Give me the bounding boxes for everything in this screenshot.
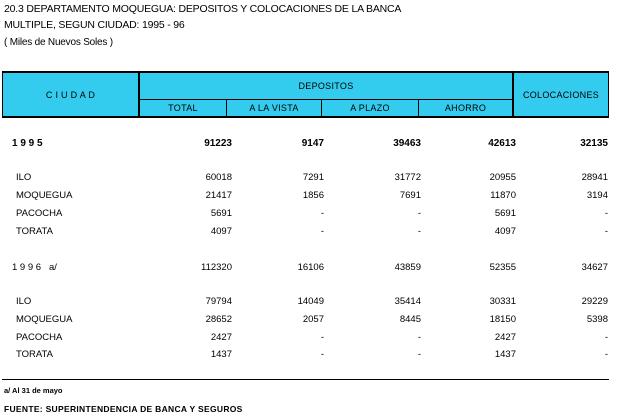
table-row: PACOCHA 5691 - - 5691 - xyxy=(0,208,631,223)
cell-total: 2427 xyxy=(210,332,232,343)
table-header: C I U D A D DEPOSITOS TOTAL A LA VISTA A… xyxy=(2,71,609,118)
cell-ahorro: 52355 xyxy=(489,262,516,273)
cell-ahorro: 42613 xyxy=(488,138,516,149)
row-label: ILO xyxy=(16,296,32,307)
cell-colocaciones: - xyxy=(604,332,608,343)
cell-colocaciones: 32135 xyxy=(580,138,608,149)
table-row-1996: 1 9 9 6 a/ 112320 16106 43859 52355 3462… xyxy=(0,262,631,277)
cell-a-plazo: - xyxy=(417,349,421,360)
cell-total: 60018 xyxy=(205,172,232,183)
cell-a-plazo: 31772 xyxy=(394,172,421,183)
row-label: MOQUEGUA xyxy=(16,190,73,201)
cell-ahorro: 30331 xyxy=(489,296,516,307)
cell-a-la-vista: - xyxy=(320,349,324,360)
cell-a-plazo: - xyxy=(417,332,421,343)
cell-total: 79794 xyxy=(205,296,232,307)
cell-colocaciones: 3194 xyxy=(586,190,608,201)
cell-colocaciones: - xyxy=(604,349,608,360)
cell-a-plazo: 39463 xyxy=(393,138,421,149)
cell-ahorro: 5691 xyxy=(494,208,516,219)
row-label: 1 9 9 5 xyxy=(12,138,43,149)
cell-a-la-vista: 7291 xyxy=(302,172,324,183)
header-a-la-vista: A LA VISTA xyxy=(226,100,322,117)
cell-total: 28652 xyxy=(205,314,232,325)
cell-colocaciones: 29229 xyxy=(581,296,608,307)
table-row: ILO 60018 7291 31772 20955 28941 xyxy=(0,172,631,187)
cell-total: 1437 xyxy=(210,349,232,360)
table-row: MOQUEGUA 28652 2057 8445 18150 5398 xyxy=(0,314,631,329)
cell-ahorro: 4097 xyxy=(494,226,516,237)
header-ahorro: AHORRO xyxy=(418,100,513,117)
cell-a-la-vista: 9147 xyxy=(301,138,324,149)
bottom-rule xyxy=(2,379,609,380)
cell-total: 91223 xyxy=(204,138,232,149)
table-row: ILO 79794 14049 35414 30331 29229 xyxy=(0,296,631,311)
header-depositos: DEPOSITOS xyxy=(139,72,513,100)
row-label: TORATA xyxy=(16,226,53,237)
cell-a-plazo: 35414 xyxy=(394,296,421,307)
table-row: TORATA 4097 - - 4097 - xyxy=(0,226,631,241)
cell-ahorro: 20955 xyxy=(489,172,516,183)
cell-colocaciones: - xyxy=(604,226,608,237)
row-label: 1 9 9 6 a/ xyxy=(12,262,57,273)
table-row: PACOCHA 2427 - - 2427 - xyxy=(0,332,631,347)
header-total: TOTAL xyxy=(139,100,227,117)
row-label: ILO xyxy=(16,172,32,183)
source-note: FUENTE: SUPERINTENDENCIA DE BANCA Y SEGU… xyxy=(4,404,243,414)
cell-colocaciones: 34627 xyxy=(581,262,608,273)
cell-total: 4097 xyxy=(210,226,232,237)
table-row-1995: 1 9 9 5 91223 9147 39463 42613 32135 xyxy=(0,138,631,153)
header-colocaciones: COLOCACIONES xyxy=(513,72,609,117)
cell-colocaciones: 28941 xyxy=(581,172,608,183)
cell-a-plazo: 43859 xyxy=(394,262,421,273)
table-title-line2: MULTIPLE, SEGUN CIUDAD: 1995 - 96 xyxy=(4,19,185,31)
units-note: ( Miles de Nuevos Soles ) xyxy=(4,37,113,48)
cell-total: 112320 xyxy=(201,262,232,273)
cell-ahorro: 18150 xyxy=(489,314,516,325)
table-row: TORATA 1437 - - 1437 - xyxy=(0,349,631,364)
cell-a-la-vista: 16106 xyxy=(297,262,324,273)
row-label: PACOCHA xyxy=(16,208,63,219)
cell-a-la-vista: - xyxy=(320,208,324,219)
row-label: TORATA xyxy=(16,349,53,360)
row-label: MOQUEGUA xyxy=(16,314,73,325)
cell-a-plazo: - xyxy=(417,208,421,219)
table-title-line1: 20.3 DEPARTAMENTO MOQUEGUA: DEPOSITOS Y … xyxy=(4,3,402,15)
cell-total: 5691 xyxy=(210,208,232,219)
cell-ahorro: 2427 xyxy=(494,332,516,343)
cell-total: 21417 xyxy=(205,190,232,201)
cell-a-plazo: - xyxy=(417,226,421,237)
footnote: a/ Al 31 de mayo xyxy=(4,386,63,395)
cell-a-la-vista: 1856 xyxy=(302,190,324,201)
cell-ahorro: 1437 xyxy=(494,349,516,360)
cell-a-la-vista: - xyxy=(320,226,324,237)
row-label: PACOCHA xyxy=(16,332,63,343)
cell-a-la-vista: 14049 xyxy=(297,296,324,307)
cell-ahorro: 11870 xyxy=(490,190,516,201)
table-row: MOQUEGUA 21417 1856 7691 11870 3194 xyxy=(0,190,631,205)
cell-a-la-vista: 2057 xyxy=(302,314,324,325)
cell-a-plazo: 7691 xyxy=(399,190,421,201)
cell-a-la-vista: - xyxy=(320,332,324,343)
header-ciudad: C I U D A D xyxy=(2,72,139,117)
cell-colocaciones: 5398 xyxy=(586,314,608,325)
header-a-plazo: A PLAZO xyxy=(321,100,419,117)
cell-a-plazo: 8445 xyxy=(399,314,421,325)
cell-colocaciones: - xyxy=(604,208,608,219)
